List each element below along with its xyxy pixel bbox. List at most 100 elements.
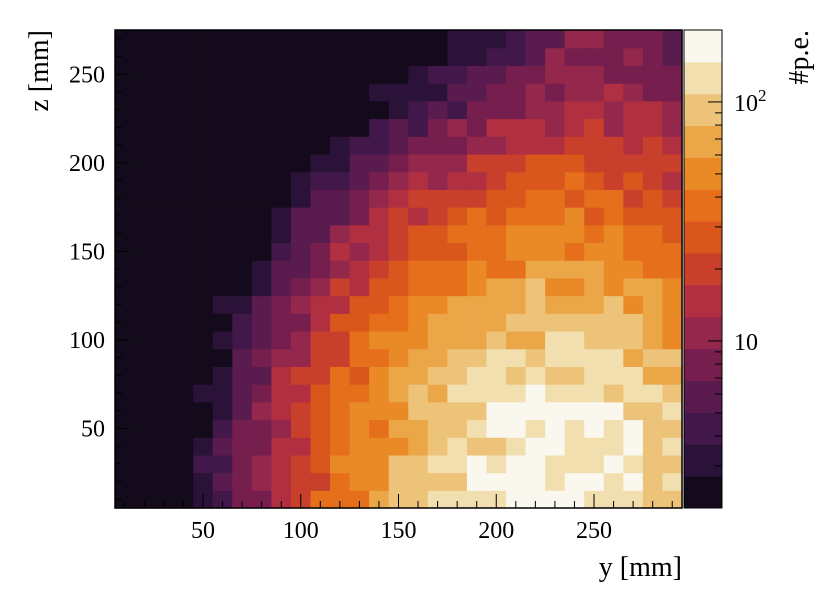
heatmap-cell bbox=[447, 348, 468, 367]
heatmap-cell bbox=[212, 490, 233, 509]
heatmap-cell bbox=[173, 260, 194, 279]
heatmap-cell bbox=[584, 419, 605, 438]
heatmap-cell bbox=[271, 472, 292, 491]
heatmap-cell bbox=[115, 83, 136, 102]
heatmap-cell bbox=[310, 401, 331, 421]
heatmap-cell bbox=[154, 295, 175, 314]
heatmap-cell bbox=[251, 171, 273, 190]
heatmap-cell bbox=[251, 330, 273, 350]
heatmap-cell bbox=[486, 330, 507, 350]
heatmap-cell bbox=[545, 384, 566, 403]
heatmap-cell bbox=[290, 65, 312, 84]
heatmap-cell bbox=[564, 260, 585, 279]
heatmap-cell bbox=[662, 437, 683, 456]
heatmap-cell bbox=[623, 295, 644, 314]
heatmap-cell bbox=[506, 277, 527, 297]
heatmap-cell bbox=[642, 118, 664, 137]
heatmap-cell bbox=[662, 47, 683, 66]
heatmap-cell bbox=[603, 330, 624, 350]
heatmap-cell bbox=[545, 260, 566, 279]
heatmap-cell bbox=[584, 47, 605, 66]
colorbar-swatch bbox=[684, 316, 722, 350]
heatmap-cell bbox=[193, 454, 214, 474]
heatmap-cell bbox=[232, 313, 253, 332]
heatmap-cell bbox=[642, 401, 664, 421]
heatmap-cell bbox=[603, 136, 624, 155]
heatmap-cell bbox=[466, 207, 488, 226]
heatmap-cell bbox=[603, 171, 624, 190]
heatmap-cell bbox=[134, 118, 155, 137]
heatmap-cell bbox=[290, 224, 312, 244]
heatmap-cell bbox=[290, 30, 312, 49]
heatmap-cell bbox=[427, 171, 448, 190]
heatmap-cell bbox=[134, 207, 155, 226]
heatmap-cell bbox=[349, 490, 370, 509]
heatmap-cell bbox=[232, 189, 253, 208]
heatmap-cell bbox=[427, 30, 448, 49]
heatmap-cell bbox=[447, 171, 468, 190]
heatmap-cell bbox=[271, 366, 292, 385]
colorbar-swatch bbox=[684, 30, 722, 63]
heatmap-cell bbox=[212, 401, 233, 421]
heatmap-cell bbox=[506, 401, 527, 421]
heatmap-cell bbox=[486, 153, 507, 173]
heatmap-cell bbox=[447, 295, 468, 314]
heatmap-cell bbox=[349, 242, 370, 261]
heatmap-cell bbox=[388, 454, 409, 474]
heatmap-cell bbox=[408, 242, 429, 261]
heatmap-cell bbox=[212, 295, 233, 314]
heatmap-cell bbox=[349, 30, 370, 49]
heatmap-cell bbox=[506, 171, 527, 190]
heatmap-cell bbox=[134, 490, 155, 509]
colorbar-swatch bbox=[684, 476, 722, 509]
heatmap-cell bbox=[173, 47, 194, 66]
heatmap-cell bbox=[388, 207, 409, 226]
heatmap-cell bbox=[388, 30, 409, 49]
heatmap-cell bbox=[603, 65, 624, 84]
heatmap-cell bbox=[506, 260, 527, 279]
heatmap-cell bbox=[662, 65, 683, 84]
heatmap-cell bbox=[251, 153, 273, 173]
heatmap-cell bbox=[584, 30, 605, 49]
heatmap-cell bbox=[408, 472, 429, 491]
colorbar-ticks: 10 102 bbox=[708, 29, 767, 509]
heatmap-cell bbox=[564, 100, 585, 120]
heatmap-cell bbox=[408, 330, 429, 350]
heatmap-cell bbox=[486, 401, 507, 421]
heatmap-cell bbox=[212, 277, 233, 297]
heatmap-cell bbox=[232, 47, 253, 66]
heatmap-cell bbox=[642, 224, 664, 244]
heatmap-cell bbox=[506, 207, 527, 226]
heatmap-cell bbox=[290, 401, 312, 421]
heatmap-cell bbox=[623, 401, 644, 421]
heatmap-cell bbox=[349, 207, 370, 226]
heatmap-cell bbox=[290, 366, 312, 385]
heatmap-cell bbox=[154, 313, 175, 332]
heatmap-cell bbox=[564, 153, 585, 173]
heatmap-cell bbox=[369, 153, 390, 173]
heatmap-cell bbox=[466, 401, 488, 421]
heatmap-cell bbox=[232, 348, 253, 367]
heatmap-cell bbox=[564, 330, 585, 350]
heatmap-cell bbox=[290, 472, 312, 491]
heatmap-cell bbox=[349, 260, 370, 279]
heatmap-cell bbox=[349, 384, 370, 403]
heatmap-cell bbox=[232, 260, 253, 279]
heatmap-cell bbox=[525, 47, 546, 66]
heatmap-cell bbox=[642, 348, 664, 367]
heatmap-cell bbox=[447, 490, 468, 509]
heatmap-cell bbox=[447, 419, 468, 438]
heatmap-cell bbox=[173, 490, 194, 509]
colorbar-swatch bbox=[684, 380, 722, 413]
heatmap-cell bbox=[173, 330, 194, 350]
heatmap-cell bbox=[603, 348, 624, 367]
heatmap-cell bbox=[212, 242, 233, 261]
heatmap-cell bbox=[506, 83, 527, 102]
heatmap-cell bbox=[369, 419, 390, 438]
heatmap-cell bbox=[408, 401, 429, 421]
heatmap-cell bbox=[271, 330, 292, 350]
heatmap-cell bbox=[290, 171, 312, 190]
heatmap-cell bbox=[408, 260, 429, 279]
heatmap-cell bbox=[447, 30, 468, 49]
heatmap-cell bbox=[506, 366, 527, 385]
